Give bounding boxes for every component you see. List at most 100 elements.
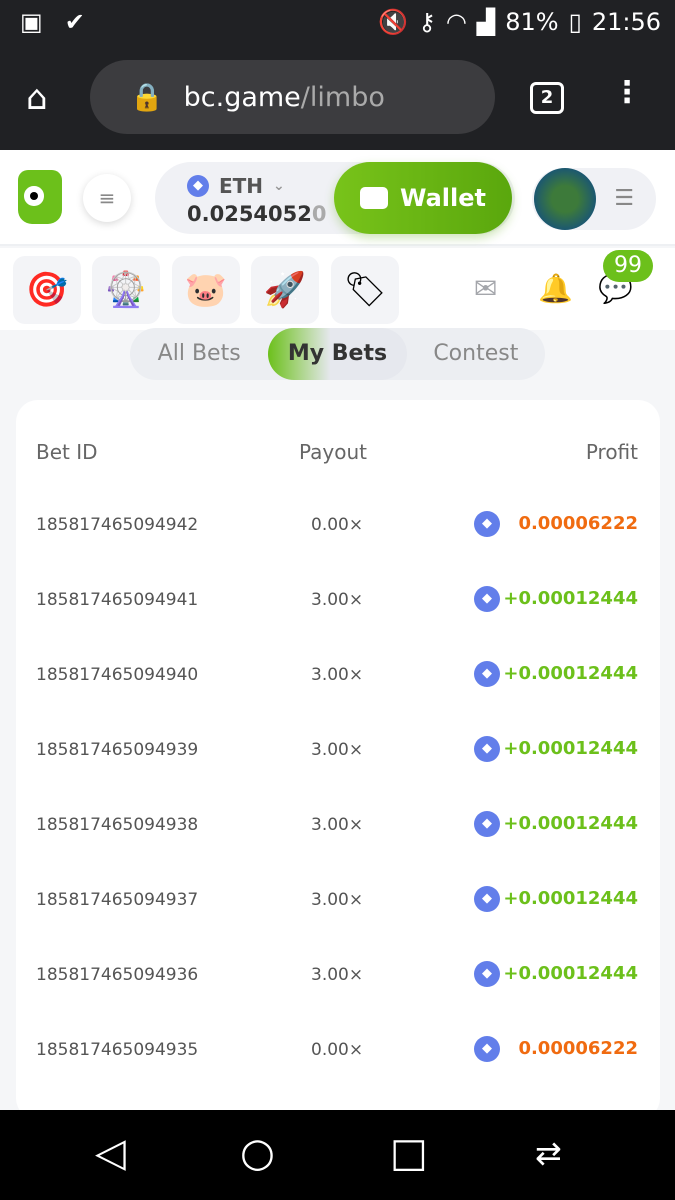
table-row[interactable]: 185817465094937 3.00× ◆ +0.00012444 bbox=[16, 885, 660, 965]
profit-value: 0.00006222 bbox=[518, 1038, 638, 1059]
profit-value: +0.00012444 bbox=[503, 588, 638, 609]
eth-icon: ◆ bbox=[474, 660, 500, 687]
url-host: bc.game bbox=[183, 81, 301, 113]
eth-icon: ◆ bbox=[474, 735, 500, 762]
rotate-icon[interactable]: ⇄ bbox=[535, 1134, 562, 1172]
profit: ◆ +0.00012444 bbox=[474, 960, 638, 987]
payout: 3.00× bbox=[311, 890, 364, 910]
promo-row: 🎯 🎡 🐷 🚀 🏷 ✉ 🔔 💬 99 bbox=[0, 248, 675, 330]
eth-icon: ◆ bbox=[474, 885, 500, 912]
currency-label: ETH bbox=[219, 174, 264, 198]
status-bar: ▣ ✔ 🔇 ⚷ ◠ ▟ 81% ▯ 21:56 bbox=[0, 0, 675, 45]
payout: 3.00× bbox=[311, 740, 364, 760]
task-target-icon[interactable]: 🎯 bbox=[13, 256, 81, 324]
profit: ◆ +0.00012444 bbox=[474, 585, 638, 612]
user-menu[interactable]: ☰ bbox=[532, 168, 656, 230]
profit: ◆ +0.00012444 bbox=[474, 885, 638, 912]
bet-id: 185817465094941 bbox=[36, 590, 199, 610]
tab-switcher-button[interactable]: 2 bbox=[530, 82, 564, 114]
table-row[interactable]: 185817465094935 0.00× ◆ 0.00006222 bbox=[16, 1035, 660, 1115]
battery-percent: 81% bbox=[505, 8, 559, 36]
wallet-button[interactable]: Wallet bbox=[334, 162, 512, 234]
balance-amount-tail: 0 bbox=[311, 202, 327, 226]
bet-id: 185817465094938 bbox=[36, 815, 199, 835]
bets-tabs: All Bets My Bets Contest bbox=[130, 328, 545, 380]
menu-button[interactable]: ≡ bbox=[83, 174, 131, 222]
table-row[interactable]: 185817465094941 3.00× ◆ +0.00012444 bbox=[16, 585, 660, 665]
bet-id: 185817465094936 bbox=[36, 965, 199, 985]
bet-id: 185817465094939 bbox=[36, 740, 199, 760]
back-icon[interactable]: ◁ bbox=[95, 1130, 126, 1176]
price-tag-icon[interactable]: 🏷 bbox=[331, 256, 399, 324]
eth-icon: ◆ bbox=[474, 510, 500, 537]
piggy-bank-icon[interactable]: 🐷 bbox=[172, 256, 240, 324]
bet-id: 185817465094937 bbox=[36, 890, 199, 910]
balance-amount: 0.0254052 bbox=[187, 202, 312, 226]
mute-icon: 🔇 bbox=[378, 8, 409, 36]
table-row[interactable]: 185817465094939 3.00× ◆ +0.00012444 bbox=[16, 735, 660, 815]
profit-value: 0.00006222 bbox=[518, 513, 638, 534]
payout: 0.00× bbox=[311, 515, 364, 535]
gallery-icon: ▣ bbox=[20, 8, 43, 36]
header-payout: Payout bbox=[299, 440, 368, 464]
eth-icon: ◆ bbox=[474, 585, 500, 612]
key-icon: ⚷ bbox=[418, 8, 436, 36]
bet-id: 185817465094940 bbox=[36, 665, 199, 685]
mail-icon[interactable]: ✉ bbox=[474, 272, 498, 305]
clock: 21:56 bbox=[591, 8, 661, 36]
profit-value: +0.00012444 bbox=[503, 888, 638, 909]
chevron-down-icon: ⌄ bbox=[273, 178, 285, 194]
payout: 3.00× bbox=[311, 815, 364, 835]
signal-icon: ▟ bbox=[476, 8, 496, 36]
eth-icon: ◆ bbox=[474, 1035, 500, 1062]
profit: ◆ 0.00006222 bbox=[474, 510, 638, 537]
payout: 3.00× bbox=[311, 965, 364, 985]
list-icon: ☰ bbox=[614, 186, 634, 211]
bet-id: 185817465094942 bbox=[36, 515, 199, 535]
chat-badge: 99 bbox=[603, 250, 653, 282]
table-row[interactable]: 185817465094936 3.00× ◆ +0.00012444 bbox=[16, 960, 660, 1040]
site-header: ≡ ◆ ETH ⌄ 0.02540520 Wallet ☰ bbox=[0, 150, 675, 246]
home-icon[interactable]: ⌂ bbox=[26, 78, 48, 118]
bell-icon[interactable]: 🔔 bbox=[538, 272, 573, 305]
tab-contest[interactable]: Contest bbox=[433, 341, 519, 366]
tab-all-bets[interactable]: All Bets bbox=[157, 341, 241, 366]
check-icon: ✔ bbox=[64, 8, 85, 36]
payout: 3.00× bbox=[311, 590, 364, 610]
table-row[interactable]: 185817465094940 3.00× ◆ +0.00012444 bbox=[16, 660, 660, 740]
eth-icon: ◆ bbox=[474, 810, 500, 837]
profit-value: +0.00012444 bbox=[503, 963, 638, 984]
profit-value: +0.00012444 bbox=[503, 813, 638, 834]
profit: ◆ +0.00012444 bbox=[474, 735, 638, 762]
recents-icon[interactable]: □ bbox=[390, 1130, 428, 1176]
profit-value: +0.00012444 bbox=[503, 663, 638, 684]
profit: ◆ 0.00006222 bbox=[474, 1035, 638, 1062]
table-row[interactable]: 185817465094942 0.00× ◆ 0.00006222 bbox=[16, 510, 660, 590]
table-row[interactable]: 185817465094938 3.00× ◆ +0.00012444 bbox=[16, 810, 660, 890]
profit-value: +0.00012444 bbox=[503, 738, 638, 759]
avatar bbox=[534, 168, 596, 230]
more-menu-icon[interactable]: ⋮ bbox=[612, 75, 642, 110]
bets-table: Bet ID Payout Profit 185817465094942 0.0… bbox=[16, 400, 660, 1120]
header-profit: Profit bbox=[585, 440, 638, 464]
lock-icon: 🔒 bbox=[130, 82, 164, 113]
wallet-label: Wallet bbox=[399, 184, 486, 212]
eth-icon: ◆ bbox=[187, 175, 209, 197]
bet-id: 185817465094935 bbox=[36, 1040, 199, 1060]
android-nav-bar: ◁ ○ □ ⇄ bbox=[0, 1110, 675, 1200]
home-circle-icon[interactable]: ○ bbox=[240, 1130, 275, 1176]
lucky-wheel-icon[interactable]: 🎡 bbox=[92, 256, 160, 324]
payout: 0.00× bbox=[311, 1040, 364, 1060]
eth-icon: ◆ bbox=[474, 960, 500, 987]
address-bar[interactable]: 🔒 bc.game/limbo bbox=[90, 60, 495, 134]
header-bet-id: Bet ID bbox=[36, 440, 98, 464]
battery-icon: ▯ bbox=[568, 8, 582, 36]
rocket-icon[interactable]: 🚀 bbox=[251, 256, 319, 324]
tab-my-bets[interactable]: My Bets bbox=[268, 328, 407, 380]
bcgame-logo[interactable] bbox=[18, 170, 62, 224]
profit: ◆ +0.00012444 bbox=[474, 810, 638, 837]
browser-toolbar: ⌂ 🔒 bc.game/limbo 2 ⋮ bbox=[0, 45, 675, 150]
wallet-icon bbox=[359, 187, 388, 209]
payout: 3.00× bbox=[311, 665, 364, 685]
url-path: /limbo bbox=[300, 81, 385, 113]
